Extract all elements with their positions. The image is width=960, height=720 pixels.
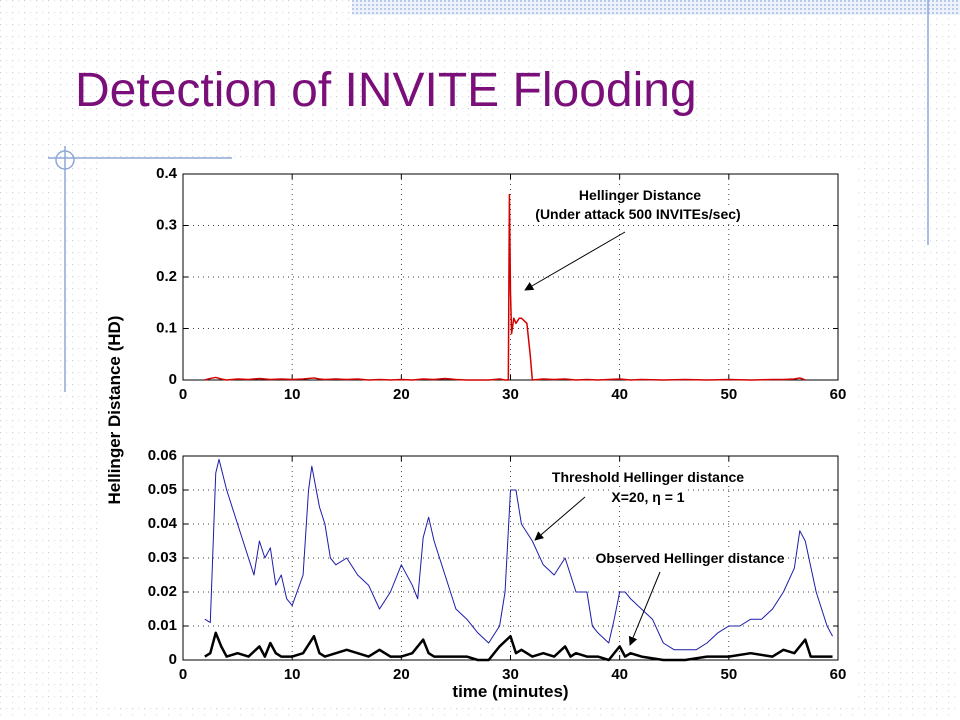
x-tick-label: 60 (830, 666, 847, 683)
annotation-background (593, 550, 787, 566)
data-line (204, 458, 833, 651)
plot-frame (182, 173, 839, 381)
x-tick-label: 10 (284, 386, 301, 403)
y-tick-label: 0.4 (156, 165, 178, 182)
x-axis-label: time (minutes) (452, 682, 568, 701)
annotation: X=20, η = 1 (611, 489, 684, 505)
decor-circle (55, 150, 75, 170)
annotation-background (609, 489, 687, 505)
annotation-background (576, 187, 704, 203)
annotation: Observed Hellinger distance (595, 550, 784, 566)
y-tick-label: 0.05 (148, 481, 177, 498)
x-tick-label: 10 (284, 666, 301, 683)
y-tick-label: 0.01 (148, 617, 177, 634)
y-tick-label: 0 (169, 371, 177, 388)
x-tick-label: 30 (502, 386, 519, 403)
y-axis-label: Hellinger Distance (HD) (105, 316, 124, 505)
annotation: Threshold Hellinger distance (552, 469, 744, 485)
annotation-background (533, 206, 743, 222)
annotation: Hellinger Distance (579, 187, 701, 203)
y-tick-label: 0.1 (156, 319, 177, 336)
y-tick-label: 0.02 (148, 583, 177, 600)
annotation-arrow (524, 231, 626, 291)
slide-title: Detection of INVITE Flooding (75, 64, 697, 117)
annotation: (Under attack 500 INVITEs/sec) (535, 206, 740, 222)
y-tick-label: 0.3 (156, 216, 177, 233)
y-tick-label: 0.06 (148, 447, 177, 464)
x-tick-label: 20 (393, 386, 410, 403)
x-tick-label: 0 (179, 666, 187, 683)
y-tick-label: 0.03 (148, 549, 177, 566)
x-tick-label: 40 (611, 386, 628, 403)
annotation-background (549, 469, 747, 485)
decor-band (352, 0, 960, 15)
x-tick-label: 50 (720, 666, 737, 683)
data-line (204, 631, 833, 662)
y-tick-label: 0.04 (148, 515, 178, 532)
data-line (204, 193, 806, 381)
annotation-arrow (534, 496, 586, 541)
x-tick-label: 0 (179, 386, 187, 403)
x-tick-label: 30 (502, 666, 519, 683)
x-tick-label: 60 (830, 386, 847, 403)
annotation-arrow (628, 571, 661, 646)
plot-frame (182, 455, 839, 661)
x-tick-label: 20 (393, 666, 410, 683)
x-tick-label: 50 (720, 386, 737, 403)
y-tick-label: 0.2 (156, 268, 177, 285)
y-tick-label: 0 (169, 651, 177, 668)
x-tick-label: 40 (611, 666, 628, 683)
